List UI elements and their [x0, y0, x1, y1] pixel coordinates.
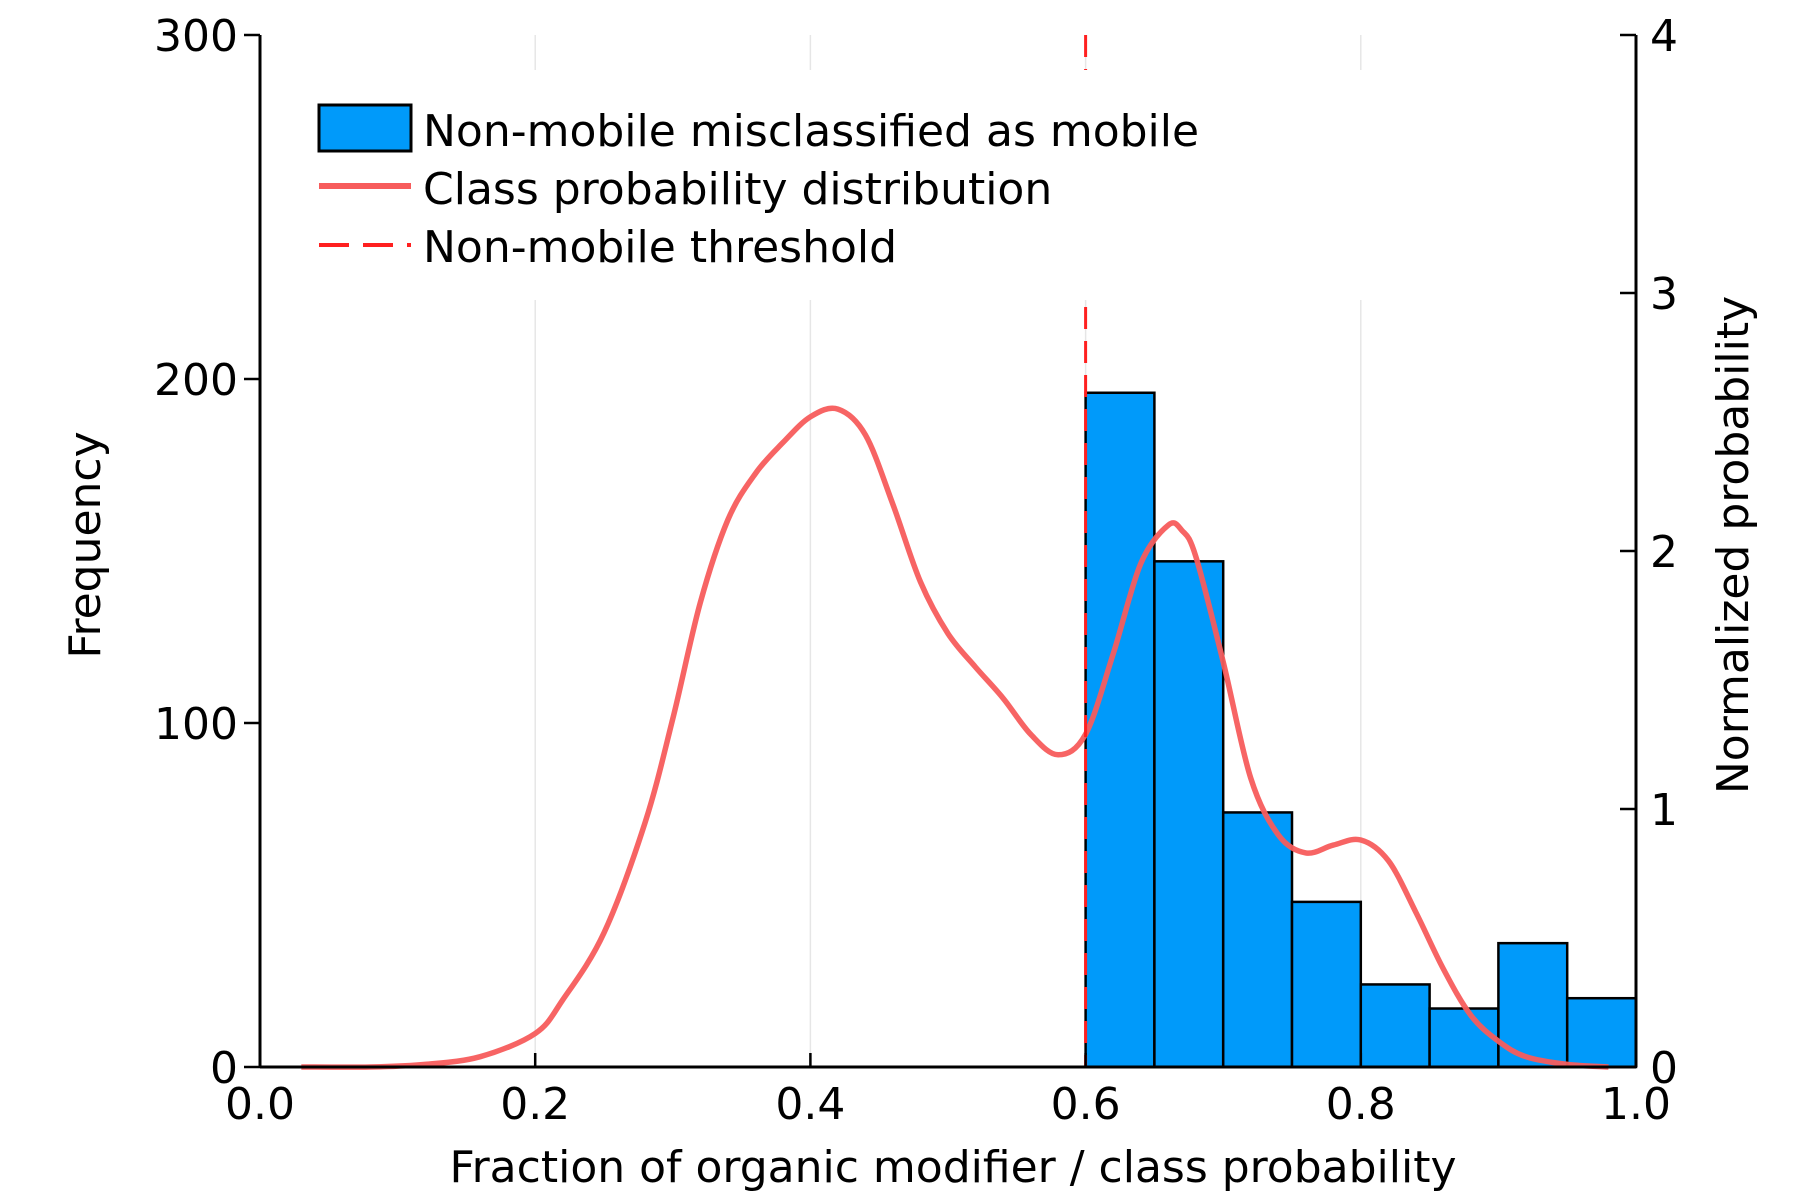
x-tick-label: 1.0	[1601, 1079, 1671, 1130]
y2-tick-label: 1	[1650, 785, 1678, 836]
y-tick-label: 300	[154, 11, 238, 62]
histogram-bar	[1290, 900, 1363, 1069]
y2-tick-label: 2	[1650, 527, 1678, 578]
legend-label-histogram: Non-mobile misclassified as mobile	[423, 106, 1199, 157]
probability-curve	[301, 405, 1609, 1070]
x-tick-label: 0.0	[225, 1079, 295, 1130]
legend-label-curve: Class probability distribution	[423, 164, 1052, 215]
y2-tick-label: 4	[1650, 11, 1678, 62]
y-tick-label: 100	[154, 699, 238, 750]
y2-tick-label: 3	[1650, 269, 1678, 320]
y2-tick-label: 0	[1650, 1043, 1678, 1094]
histogram-bars	[1084, 391, 1638, 1069]
y2-axis-title: Normalized probability	[1708, 296, 1759, 794]
legend-label-threshold: Non-mobile threshold	[423, 222, 897, 273]
histogram-bar	[1359, 983, 1431, 1069]
legend-background	[300, 70, 1410, 300]
probability-curve-layer	[301, 405, 1609, 1070]
histogram-bar	[1084, 391, 1156, 1069]
y-tick-label: 200	[154, 355, 238, 406]
histogram-bar	[1153, 560, 1225, 1069]
legend-swatch-histogram	[317, 103, 413, 153]
y-axis-title: Frequency	[60, 431, 111, 658]
y-tick-label: 0	[210, 1043, 238, 1094]
x-tick-label: 0.4	[775, 1079, 845, 1130]
x-axis-title: Fraction of organic modifier / class pro…	[449, 1142, 1456, 1193]
axes	[244, 33, 1638, 1069]
histogram-bar	[1428, 1007, 1500, 1069]
legend: Non-mobile misclassified as mobile Class…	[300, 70, 1410, 300]
x-tick-label: 0.2	[500, 1079, 570, 1130]
histogram-bar	[1565, 996, 1638, 1069]
x-tick-label: 0.6	[1051, 1079, 1121, 1130]
x-tick-label: 0.8	[1326, 1079, 1396, 1130]
histogram-bar	[1221, 811, 1294, 1069]
